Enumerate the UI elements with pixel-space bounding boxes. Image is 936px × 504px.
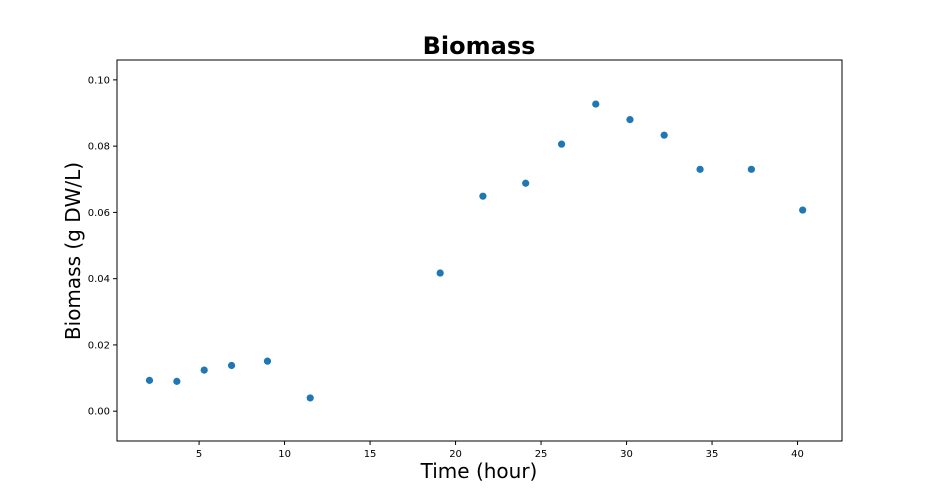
y-tick-label: 0.00 — [88, 407, 110, 418]
x-tick-label: 35 — [706, 449, 719, 460]
data-point — [306, 394, 314, 402]
x-tick-label: 20 — [449, 449, 462, 460]
data-point — [592, 100, 600, 108]
plot-area-frame — [116, 59, 843, 442]
x-axis: 5 10 15 20 25 30 35 40 — [196, 441, 804, 460]
data-point — [173, 377, 181, 385]
data-point — [696, 165, 704, 173]
y-tick-label: 0.10 — [88, 75, 110, 86]
y-tick-label: 0.08 — [88, 142, 110, 153]
data-point — [145, 376, 154, 384]
y-axis-label: Biomass (g DW/L) — [61, 162, 85, 340]
data-point — [227, 361, 236, 370]
data-point — [626, 116, 634, 124]
data-point — [479, 192, 487, 200]
data-points — [145, 100, 807, 402]
y-tick-label: 0.02 — [88, 340, 110, 351]
data-point — [747, 165, 755, 173]
x-axis-label: Time (hour) — [420, 459, 538, 483]
x-tick-label: 10 — [278, 449, 291, 460]
data-point — [799, 206, 807, 214]
x-tick-label: 5 — [196, 449, 202, 460]
data-point — [660, 131, 668, 139]
x-tick-label: 40 — [791, 449, 804, 460]
y-tick-label: 0.04 — [88, 274, 110, 285]
x-tick-label: 15 — [364, 449, 377, 460]
data-point — [557, 140, 566, 148]
data-point — [200, 366, 208, 374]
x-tick-label: 30 — [620, 449, 633, 460]
y-axis: 0.00 0.02 0.04 0.06 0.08 0.10 — [88, 75, 117, 418]
data-point — [263, 357, 272, 365]
x-tick-label: 25 — [535, 449, 548, 460]
y-tick-label: 0.06 — [88, 208, 110, 219]
chart-title: Biomass — [423, 32, 536, 60]
data-point — [436, 269, 444, 277]
data-point — [522, 179, 530, 187]
